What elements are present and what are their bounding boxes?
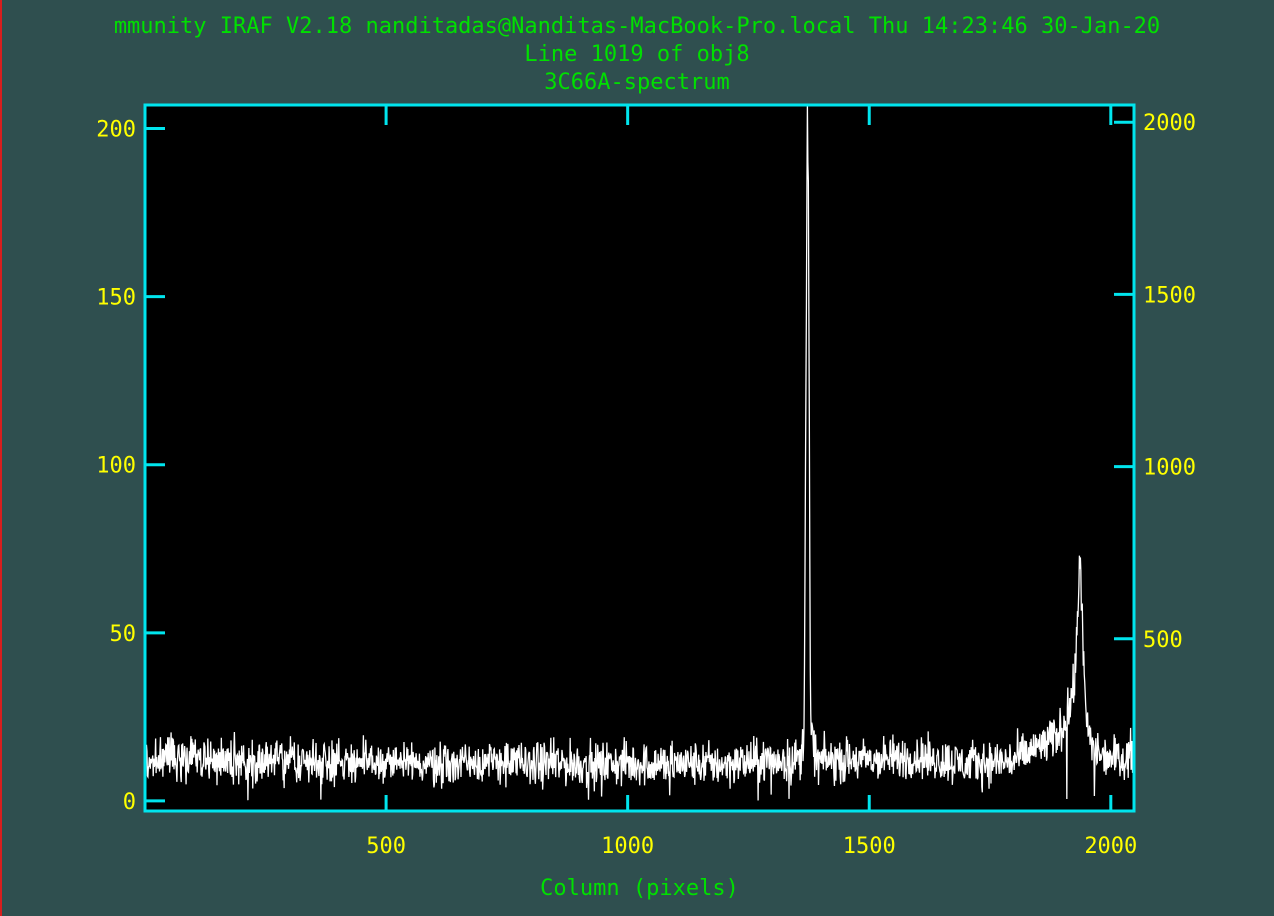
y-tick-label-100: 100	[96, 454, 136, 479]
window-edge	[0, 0, 2, 916]
y2-tick-label-1500: 1500	[1143, 283, 1196, 308]
plot-title: 3C66A-spectrum	[544, 70, 730, 95]
line-info: Line 1019 of obj8	[524, 42, 750, 67]
x-tick-label-1500: 1500	[843, 834, 896, 859]
y2-tick-label-500: 500	[1143, 628, 1183, 653]
x-tick-label-2000: 2000	[1084, 834, 1137, 859]
x-axis-label: Column (pixels)	[540, 876, 739, 901]
plot-area	[145, 105, 1134, 811]
y-tick-label-200: 200	[96, 118, 136, 143]
y-tick-label-150: 150	[96, 286, 136, 311]
y2-tick-label-2000: 2000	[1143, 111, 1196, 136]
spectrum-line-0	[144, 104, 1135, 801]
y2-tick-label-1000: 1000	[1143, 456, 1196, 481]
x-tick-label-500: 500	[366, 834, 406, 859]
y-tick-label-50: 50	[110, 622, 137, 647]
x-tick-label-1000: 1000	[601, 834, 654, 859]
system-info-line: mmunity IRAF V2.18 nanditadas@Nanditas-M…	[113, 14, 1161, 39]
y-tick-label-0: 0	[123, 790, 136, 815]
plot-frame	[143, 103, 1136, 813]
